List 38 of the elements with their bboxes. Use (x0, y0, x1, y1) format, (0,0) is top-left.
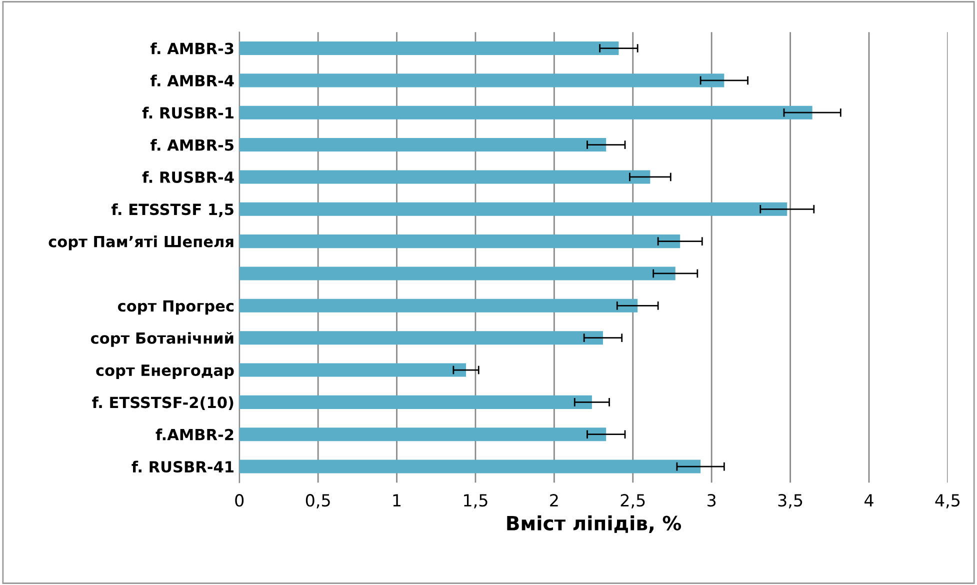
y-tick-label: f. RUSBR-41 (132, 460, 234, 473)
bar (239, 395, 592, 409)
bar (239, 428, 606, 442)
y-tick-label: f.AMBR-2 (156, 428, 234, 440)
bar (239, 298, 638, 312)
bar (239, 331, 603, 345)
y-tick-label: f. ETSSTSF-2(10) (92, 396, 234, 410)
y-tick-label: f. AMBR-4 (150, 74, 234, 86)
x-tick-label: 0,5 (306, 494, 330, 508)
bar (239, 106, 812, 120)
x-tick-label: 4,5 (935, 494, 960, 508)
x-axis-title: Вміст ліпідів, % (507, 515, 682, 533)
x-tick-label: 4 (864, 494, 874, 506)
bar (239, 74, 724, 88)
x-tick-label: 3 (708, 494, 716, 507)
y-tick-label: f. RUSBR-4 (142, 171, 234, 183)
x-tick-label: 2 (550, 494, 558, 506)
x-tick-label: 1 (393, 494, 401, 506)
y-tick-label: сорт Енергодар (96, 364, 234, 379)
y-tick-label: сорт Прогрес (118, 300, 234, 315)
x-tick-label: 3,5 (778, 494, 802, 508)
x-tick-label: 2,5 (620, 494, 645, 508)
x-tick-label: 1,5 (464, 494, 488, 508)
bar (239, 202, 788, 216)
bar (239, 363, 466, 377)
y-tick-label: сорт Пам’яті Шепеля (48, 236, 234, 250)
y-tick-label: f. AMBR-5 (150, 138, 234, 151)
bar (239, 234, 680, 248)
bar (239, 266, 676, 280)
bar (239, 460, 701, 474)
y-tick-label: сорт Ботанічний (90, 332, 234, 347)
bar (239, 170, 650, 184)
x-tick-label: 0 (235, 494, 244, 507)
bar (239, 42, 619, 56)
y-tick-label: f. AMBR-3 (150, 42, 234, 54)
y-tick-label: f. ETSSTSF 1,5 (111, 203, 234, 218)
y-tick-label: f. RUSBR-1 (142, 106, 234, 119)
bar (239, 138, 606, 152)
